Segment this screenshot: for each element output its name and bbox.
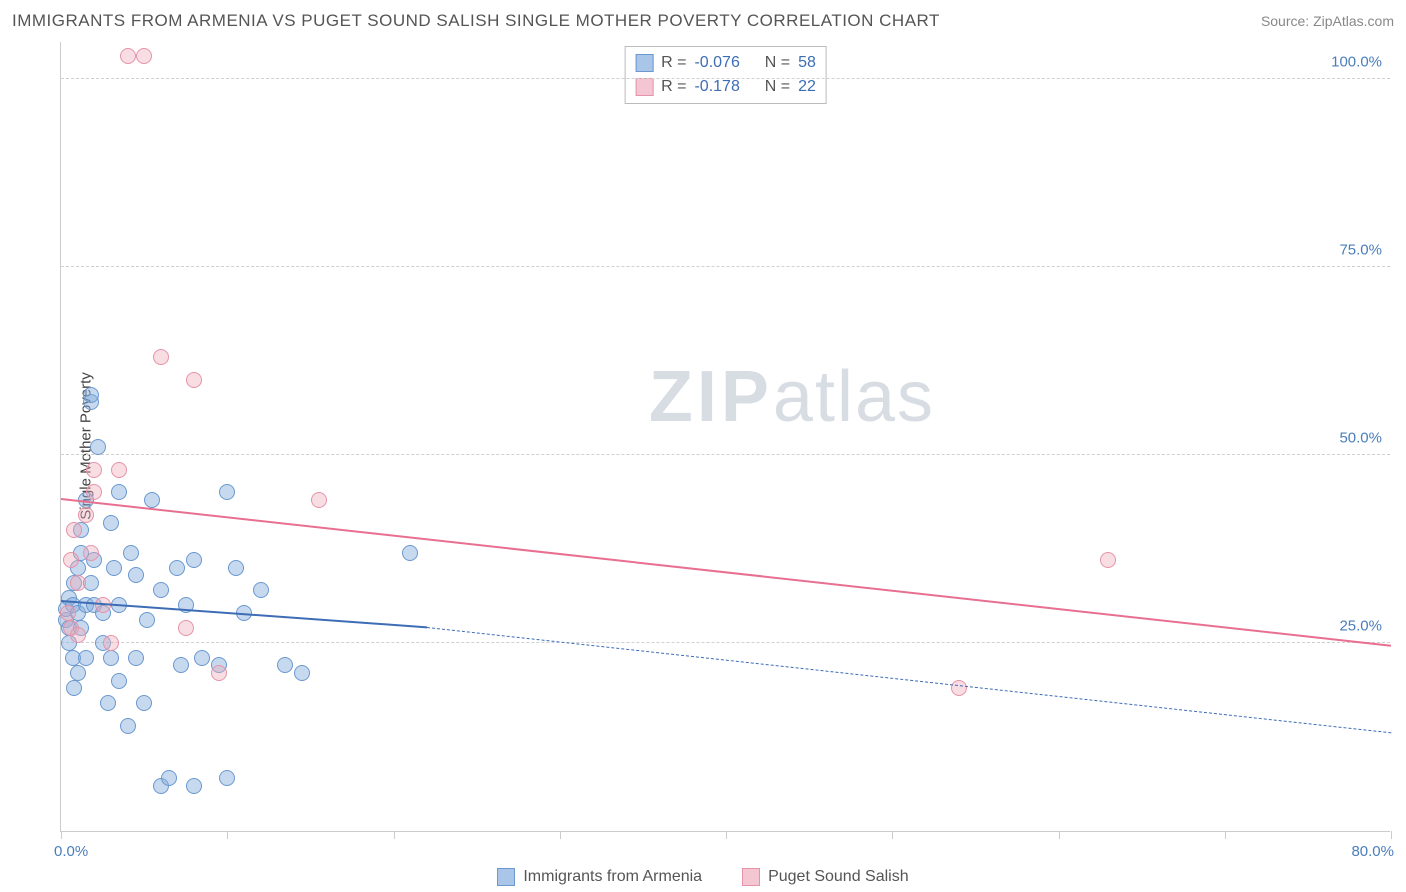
x-tick [61, 831, 62, 839]
watermark: ZIPatlas [649, 356, 935, 438]
x-tick [1391, 831, 1392, 839]
x-tick [394, 831, 395, 839]
scatter-point [103, 650, 119, 666]
scatter-point [106, 560, 122, 576]
scatter-point [111, 462, 127, 478]
scatter-point [161, 770, 177, 786]
swatch-series-1 [742, 868, 760, 886]
x-tick-min: 0.0% [54, 843, 88, 860]
scatter-point [219, 770, 235, 786]
y-tick-label: 25.0% [1339, 617, 1382, 634]
scatter-point [294, 665, 310, 681]
source-label: Source: [1261, 13, 1309, 29]
scatter-point [78, 650, 94, 666]
scatter-point [228, 560, 244, 576]
gridline-h [61, 642, 1390, 643]
watermark-zip: ZIP [649, 357, 773, 437]
x-tick [1059, 831, 1060, 839]
scatter-point [139, 612, 155, 628]
scatter-point [136, 695, 152, 711]
y-tick-label: 100.0% [1331, 53, 1382, 70]
watermark-atlas: atlas [773, 357, 935, 437]
r-label: R = [661, 51, 686, 75]
swatch-series-1 [635, 78, 653, 96]
scatter-point [951, 680, 967, 696]
scatter-point [111, 673, 127, 689]
scatter-point [120, 718, 136, 734]
gridline-h [61, 78, 1390, 79]
x-tick [227, 831, 228, 839]
scatter-point [66, 522, 82, 538]
n-label: N = [765, 51, 790, 75]
scatter-point [186, 778, 202, 794]
scatter-point [103, 635, 119, 651]
scatter-point [1100, 552, 1116, 568]
scatter-point [253, 582, 269, 598]
scatter-point [144, 492, 160, 508]
n-value-0: 58 [798, 51, 816, 75]
scatter-point [173, 657, 189, 673]
swatch-series-0 [635, 54, 653, 72]
trendline [61, 600, 427, 628]
gridline-h [61, 454, 1390, 455]
series-0-name: Immigrants from Armenia [523, 868, 702, 886]
x-tick [892, 831, 893, 839]
x-tick-max: 80.0% [1351, 843, 1394, 860]
r-value-0: -0.076 [694, 51, 739, 75]
chart-title: IMMIGRANTS FROM ARMENIA VS PUGET SOUND S… [12, 11, 940, 31]
scatter-plot-area: ZIPatlas R = -0.076 N = 58 R = -0.178 N … [60, 42, 1390, 832]
series-1-name: Puget Sound Salish [768, 868, 909, 886]
x-tick [560, 831, 561, 839]
correlation-legend: R = -0.076 N = 58 R = -0.178 N = 22 [624, 46, 827, 104]
scatter-point [178, 620, 194, 636]
scatter-point [83, 387, 99, 403]
scatter-point [123, 545, 139, 561]
y-tick-label: 50.0% [1339, 429, 1382, 446]
scatter-point [70, 575, 86, 591]
y-tick-label: 75.0% [1339, 241, 1382, 258]
scatter-point [211, 665, 227, 681]
legend-row-series-0: R = -0.076 N = 58 [635, 51, 816, 75]
scatter-point [90, 439, 106, 455]
legend-item-series-1: Puget Sound Salish [742, 868, 909, 886]
scatter-point [186, 552, 202, 568]
scatter-point [153, 582, 169, 598]
scatter-point [63, 552, 79, 568]
scatter-point [277, 657, 293, 673]
x-tick [1225, 831, 1226, 839]
x-tick [726, 831, 727, 839]
scatter-point [83, 545, 99, 561]
scatter-point [86, 462, 102, 478]
scatter-point [86, 484, 102, 500]
scatter-point [128, 650, 144, 666]
scatter-point [66, 680, 82, 696]
legend-item-series-0: Immigrants from Armenia [497, 868, 702, 886]
scatter-point [311, 492, 327, 508]
scatter-point [100, 695, 116, 711]
scatter-point [70, 665, 86, 681]
gridline-h [61, 266, 1390, 267]
scatter-point [169, 560, 185, 576]
scatter-point [402, 545, 418, 561]
source-attribution: Source: ZipAtlas.com [1261, 13, 1394, 29]
swatch-series-0 [497, 868, 515, 886]
source-value: ZipAtlas.com [1313, 13, 1394, 29]
scatter-point [136, 48, 152, 64]
scatter-point [111, 484, 127, 500]
scatter-point [70, 627, 86, 643]
scatter-point [103, 515, 119, 531]
scatter-point [128, 567, 144, 583]
scatter-point [194, 650, 210, 666]
scatter-point [219, 484, 235, 500]
trendline [61, 498, 1391, 647]
scatter-point [60, 605, 76, 621]
scatter-point [120, 48, 136, 64]
scatter-point [78, 507, 94, 523]
series-legend: Immigrants from Armenia Puget Sound Sali… [0, 868, 1406, 886]
scatter-point [153, 349, 169, 365]
scatter-point [186, 372, 202, 388]
